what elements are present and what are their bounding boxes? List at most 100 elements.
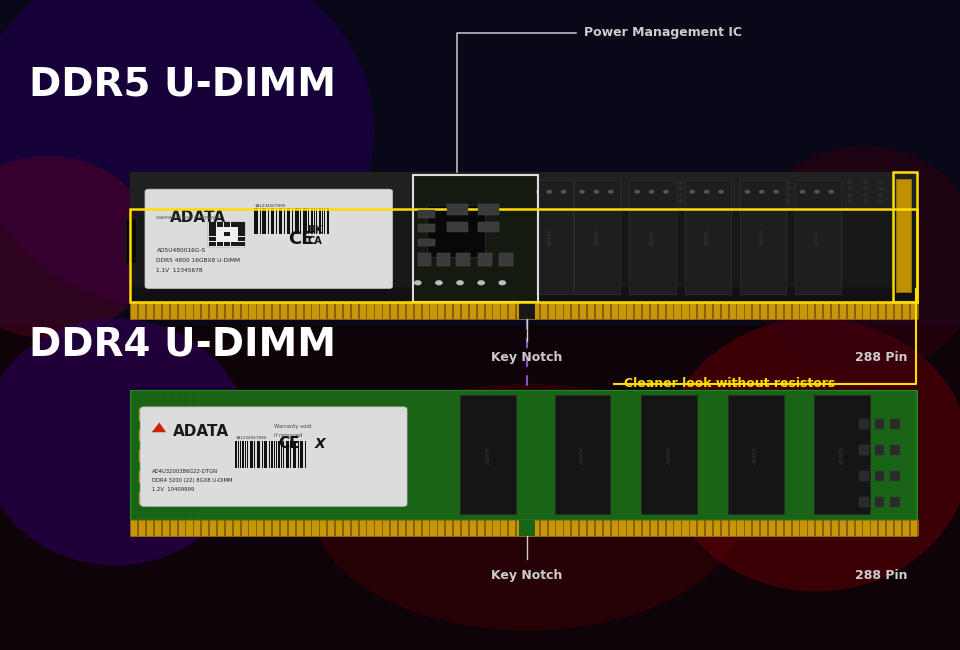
Bar (193, 302, 194, 318)
Circle shape (770, 193, 776, 197)
Circle shape (739, 180, 745, 184)
Circle shape (801, 200, 806, 203)
Bar (594, 302, 596, 318)
Bar (634, 520, 636, 536)
Text: Key Notch: Key Notch (492, 351, 563, 364)
Bar (499, 520, 501, 536)
FancyBboxPatch shape (145, 189, 393, 289)
Circle shape (463, 200, 468, 203)
Circle shape (647, 180, 653, 184)
Bar (814, 520, 816, 536)
Circle shape (862, 200, 868, 203)
Bar (257, 208, 258, 234)
Bar (673, 302, 675, 318)
Bar (783, 302, 784, 318)
Text: ADATA: ADATA (666, 446, 672, 464)
Bar (478, 254, 492, 266)
Bar (139, 471, 151, 483)
Bar (272, 302, 273, 318)
Circle shape (708, 187, 714, 190)
Circle shape (608, 190, 613, 194)
Bar (492, 302, 493, 318)
Circle shape (708, 200, 714, 203)
Circle shape (632, 187, 637, 190)
Circle shape (463, 193, 468, 197)
Bar (531, 302, 533, 318)
Bar (201, 520, 203, 536)
Bar (846, 520, 848, 536)
Circle shape (724, 200, 730, 203)
Bar (224, 242, 230, 246)
Circle shape (893, 193, 899, 197)
Bar (673, 520, 675, 536)
Bar (326, 520, 328, 536)
Bar (232, 520, 233, 536)
Bar (492, 520, 493, 536)
Bar (350, 302, 351, 318)
Circle shape (816, 180, 822, 184)
Circle shape (601, 200, 607, 203)
Circle shape (632, 193, 637, 197)
Bar (587, 520, 588, 536)
Bar (752, 302, 754, 318)
Bar (130, 302, 917, 318)
Bar (531, 520, 533, 536)
Bar (405, 302, 407, 318)
Circle shape (478, 187, 484, 190)
Circle shape (478, 180, 484, 184)
Bar (130, 172, 917, 209)
Bar (169, 302, 171, 318)
Circle shape (647, 193, 653, 197)
Bar (139, 409, 151, 421)
Circle shape (831, 180, 837, 184)
Text: 288 Pin: 288 Pin (854, 569, 907, 582)
Bar (209, 237, 216, 241)
Circle shape (570, 193, 576, 197)
Circle shape (662, 187, 668, 190)
Bar (896, 179, 911, 292)
Bar (516, 302, 517, 318)
Ellipse shape (744, 146, 960, 374)
Bar (610, 302, 612, 318)
Bar (130, 172, 917, 302)
Bar (853, 520, 855, 536)
Circle shape (532, 190, 538, 194)
Circle shape (724, 193, 730, 197)
Circle shape (632, 200, 637, 203)
Circle shape (662, 193, 668, 197)
Circle shape (831, 187, 837, 190)
Bar (508, 302, 509, 318)
Bar (555, 520, 557, 536)
Bar (316, 208, 318, 234)
Circle shape (540, 193, 545, 197)
Circle shape (616, 180, 622, 184)
Bar (293, 441, 295, 468)
Bar (516, 520, 517, 536)
Text: AD5U480016G-S: AD5U480016G-S (156, 248, 205, 254)
Bar (478, 222, 499, 232)
Text: 1A1234567890: 1A1234567890 (235, 436, 267, 441)
Bar (444, 302, 446, 318)
Bar (720, 302, 722, 318)
Bar (838, 302, 840, 318)
Bar (334, 302, 336, 318)
Circle shape (724, 187, 730, 190)
Circle shape (414, 280, 421, 285)
Circle shape (142, 444, 156, 453)
Bar (859, 419, 869, 429)
Bar (216, 520, 218, 536)
Bar (806, 520, 808, 536)
Bar (298, 441, 299, 468)
Bar (594, 520, 596, 536)
Text: UK
CA: UK CA (307, 225, 323, 246)
Bar (342, 520, 344, 536)
Bar (263, 520, 265, 536)
Bar (415, 176, 536, 301)
Circle shape (493, 187, 499, 190)
Circle shape (693, 200, 699, 203)
Text: ADATA: ADATA (760, 229, 765, 245)
Bar (476, 520, 478, 536)
Bar (830, 302, 832, 318)
Text: ADATA: ADATA (840, 446, 845, 464)
Bar (806, 302, 808, 318)
